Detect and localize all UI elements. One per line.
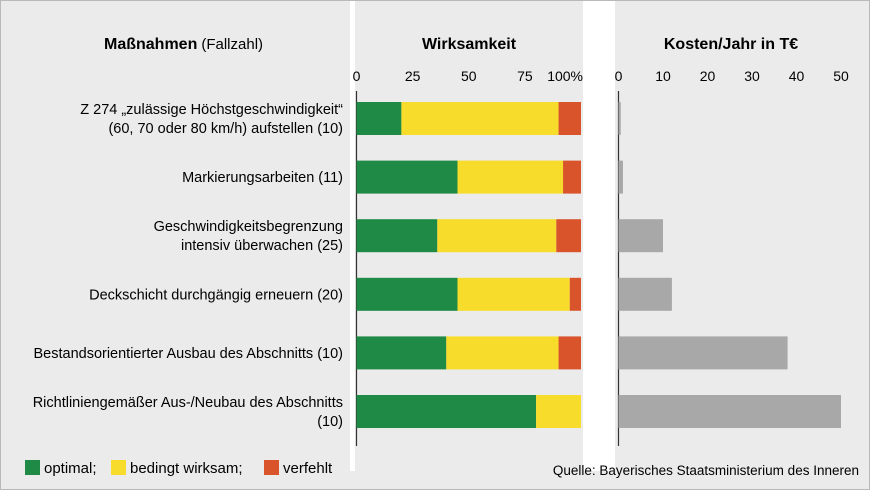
bar-bedingt-wirksam	[437, 219, 557, 253]
category-label: Z 274 „zulässige Höchstgeschwindigkeit“ (…	[80, 102, 343, 137]
category-label: Bestandsorientierter Ausbau des Abschnit…	[33, 346, 343, 362]
bar-optimal	[356, 160, 458, 194]
effectiveness-ticks: 0 25 50 75 100%	[353, 68, 583, 84]
cost-tick-label: 50	[833, 68, 849, 84]
bar-bedingt-wirksam	[446, 336, 559, 370]
bar-bedingt-wirksam	[536, 395, 581, 428]
category-label-line: (10)	[317, 414, 343, 430]
bar-cost	[618, 336, 788, 370]
bar-cost	[618, 160, 623, 194]
cost-tick-label: 20	[700, 68, 716, 84]
category-label-line: intensiv überwachen (25)	[181, 238, 343, 254]
legend-swatch-optimal	[25, 460, 40, 475]
category-label-line: (60, 70 oder 80 km/h) aufstellen (10)	[108, 121, 343, 137]
legend-label-verfehlt: verfehlt	[283, 460, 333, 477]
category-label: Richtliniengemäßer Aus-/Neubau des Absch…	[33, 395, 343, 430]
legend-swatch-bedingt	[111, 460, 126, 475]
bar-cost	[618, 395, 841, 428]
effectiveness-tick-label: 75	[517, 68, 533, 84]
header-cost: Kosten/Jahr in T€	[664, 36, 798, 53]
category-label-line: Geschwindigkeitsbegrenzung	[154, 219, 343, 235]
bar-optimal	[356, 102, 402, 135]
separator-right	[583, 1, 615, 471]
bar-optimal	[356, 336, 447, 370]
header-measures: Maßnahmen (Fallzahl)	[104, 36, 263, 53]
effectiveness-tick-label: 50	[461, 68, 477, 84]
category-label: Geschwindigkeitsbegrenzung intensiv überw…	[154, 219, 343, 254]
bar-verfehlt	[556, 219, 581, 253]
category-label-line: Deckschicht durchgängig erneuern (20)	[89, 287, 343, 303]
category-label-line: Richtliniengemäßer Aus-/Neubau des Absch…	[33, 395, 343, 411]
bar-cost	[618, 219, 663, 253]
category-label-line: Bestandsorientierter Ausbau des Abschnit…	[33, 346, 343, 362]
bar-bedingt-wirksam	[457, 160, 564, 194]
bar-cost	[618, 102, 621, 135]
bar-verfehlt	[558, 102, 581, 135]
cost-tick-label: 0	[615, 68, 623, 84]
category-label-line: Z 274 „zulässige Höchstgeschwindigkeit“	[80, 102, 343, 118]
legend-label-optimal: optimal;	[44, 460, 97, 477]
category-label: Markierungsarbeiten (11)	[182, 170, 343, 186]
legend-swatch-verfehlt	[264, 460, 279, 475]
effectiveness-tick-label: 100%	[547, 68, 583, 84]
cost-tick-label: 40	[789, 68, 805, 84]
effectiveness-bars	[356, 102, 581, 428]
bar-bedingt-wirksam	[457, 277, 570, 311]
cost-tick-label: 10	[655, 68, 671, 84]
bar-verfehlt	[569, 277, 581, 311]
bar-bedingt-wirksam	[401, 102, 559, 135]
legend-label-bedingt: bedingt wirksam;	[130, 460, 243, 477]
category-labels: Z 274 „zulässige Höchstgeschwindigkeit“ (…	[33, 102, 343, 430]
legend: optimal; bedingt wirksam; verfehlt	[25, 460, 333, 477]
bar-optimal	[356, 277, 458, 311]
effectiveness-tick-label: 25	[405, 68, 421, 84]
source-note: Quelle: Bayerisches Staatsministerium de…	[553, 463, 859, 478]
bar-optimal	[356, 395, 537, 428]
header-effectiveness: Wirksamkeit	[422, 36, 517, 53]
category-label: Deckschicht durchgängig erneuern (20)	[89, 287, 343, 303]
cost-tick-label: 30	[744, 68, 760, 84]
category-label-line: Markierungsarbeiten (11)	[182, 170, 343, 186]
separator-left	[350, 1, 355, 471]
bar-verfehlt	[563, 160, 581, 194]
bar-cost	[618, 277, 672, 311]
effectiveness-tick-label: 0	[353, 68, 361, 84]
bar-optimal	[356, 219, 438, 253]
bar-verfehlt	[558, 336, 581, 370]
cost-ticks: 0 10 20 30 40 50	[615, 68, 849, 84]
cost-bars	[618, 102, 841, 428]
